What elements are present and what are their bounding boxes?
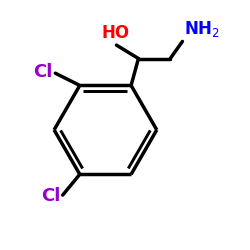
Text: HO: HO [101,24,129,42]
Text: Cl: Cl [34,63,53,81]
Text: Cl: Cl [41,187,60,205]
Text: NH$_2$: NH$_2$ [184,19,220,39]
